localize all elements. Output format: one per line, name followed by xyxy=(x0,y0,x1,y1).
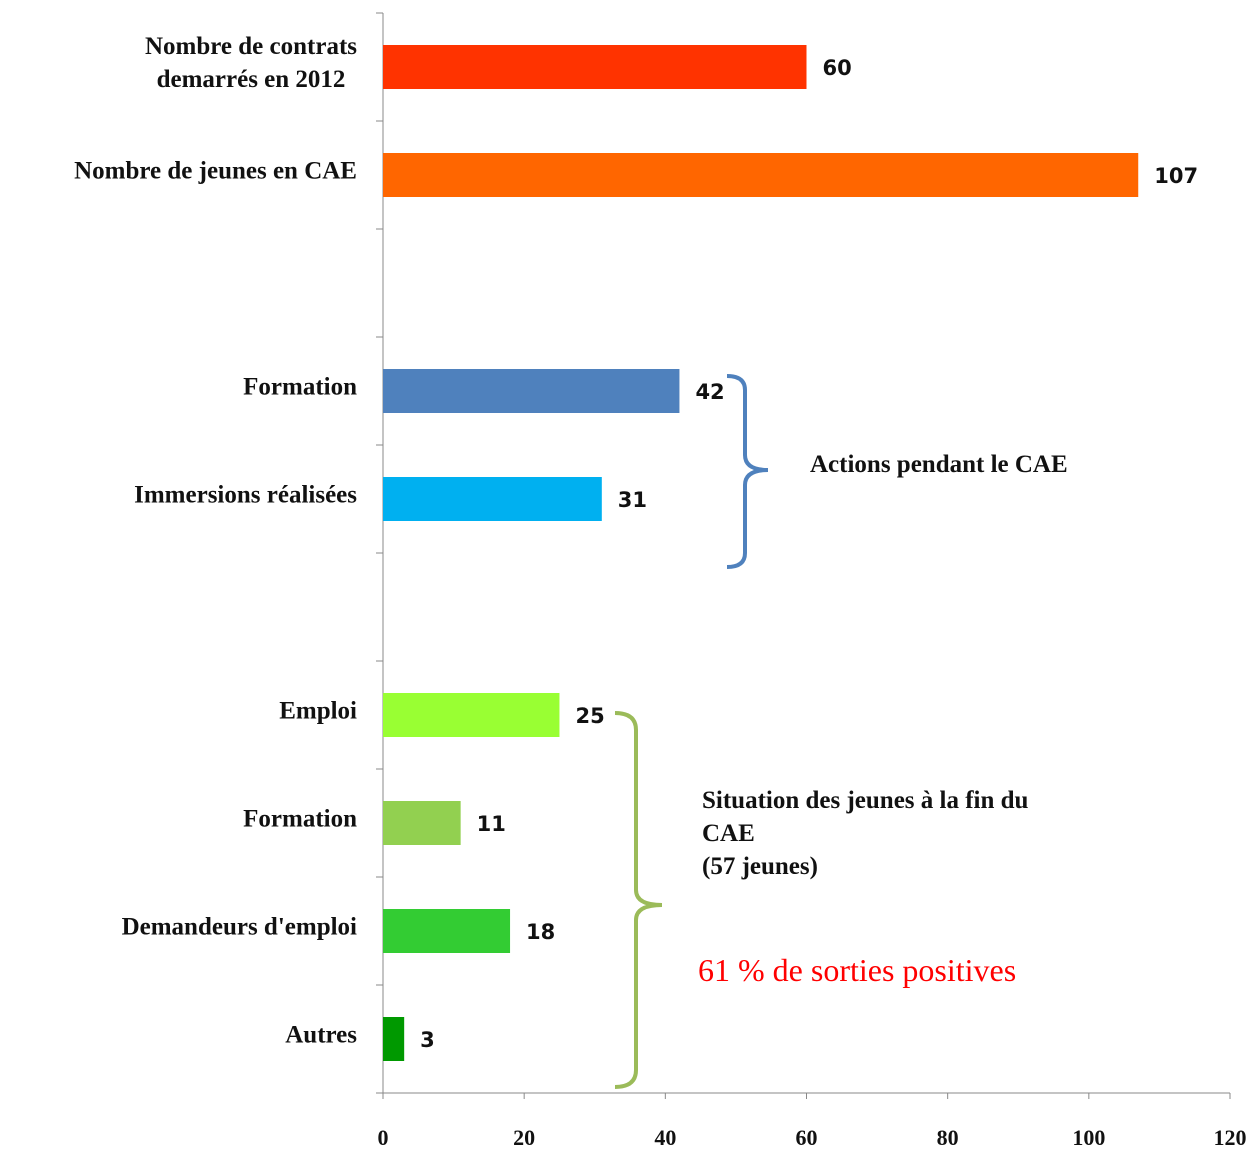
y-tick-label: Demandeurs d'emploi xyxy=(121,913,357,941)
x-tick-label: 40 xyxy=(654,1125,676,1149)
bar xyxy=(383,1017,405,1061)
value-label: 42 xyxy=(695,380,724,404)
x-tick-label: 80 xyxy=(937,1125,959,1149)
y-tick-label: Emploi xyxy=(279,697,357,725)
value-label: 11 xyxy=(477,812,506,836)
x-tick-label: 0 xyxy=(378,1125,389,1149)
x-tick-label: 20 xyxy=(513,1125,535,1149)
x-tick-label: 100 xyxy=(1072,1125,1105,1149)
y-tick-label: Formation xyxy=(243,805,357,833)
value-label: 18 xyxy=(526,920,555,944)
y-tick-label: Nombre de contrats demarrés en 2012 xyxy=(145,33,357,93)
annotation: Actions pendant le CAE xyxy=(810,451,1068,478)
value-label: 107 xyxy=(1154,164,1198,188)
y-tick-label: Autres xyxy=(285,1021,357,1049)
bar xyxy=(383,153,1139,197)
bar xyxy=(383,45,807,89)
brace-situation xyxy=(614,711,663,1089)
bar xyxy=(383,801,461,845)
x-tick-label: 60 xyxy=(796,1125,818,1149)
annotation: Situation des jeunes à la fin du CAE (57… xyxy=(702,787,1029,880)
value-label: 60 xyxy=(823,56,852,80)
x-tick-label: 120 xyxy=(1214,1125,1247,1149)
annotation: 61 % de sorties positives xyxy=(698,952,1017,988)
bar xyxy=(383,477,602,521)
bar xyxy=(383,909,511,953)
value-label: 25 xyxy=(575,704,604,728)
y-tick-label: Immersions réalisées xyxy=(134,481,357,509)
value-label: 3 xyxy=(420,1028,435,1052)
value-label: 31 xyxy=(618,488,647,512)
brace-actions xyxy=(726,374,769,569)
y-tick-label: Formation xyxy=(243,373,357,401)
y-tick-label: Nombre de jeunes en CAE xyxy=(74,157,357,185)
bar xyxy=(383,369,680,413)
bar xyxy=(383,693,560,737)
